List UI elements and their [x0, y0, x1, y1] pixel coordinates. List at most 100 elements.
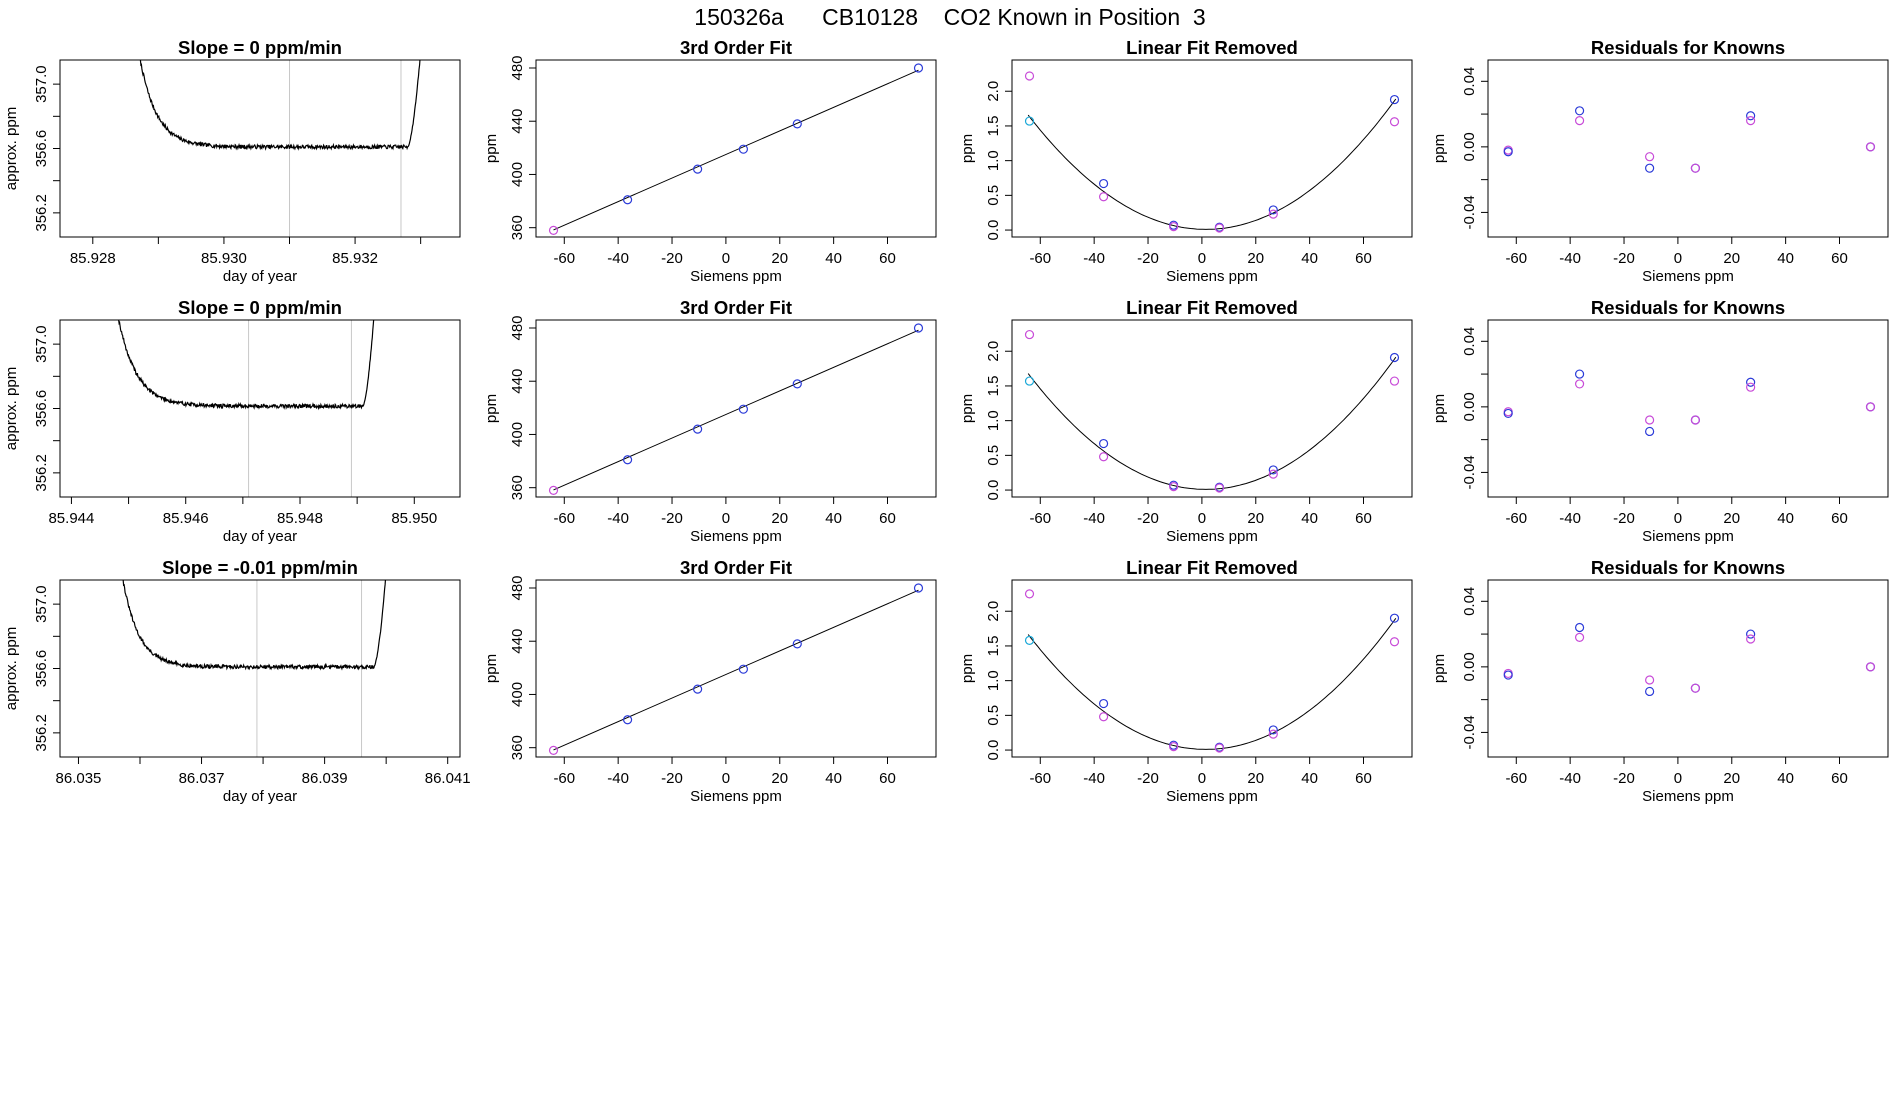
y-tick-label: 480: [509, 315, 526, 340]
x-tick-label: 0: [722, 510, 730, 527]
x-tick-label: -20: [661, 770, 683, 787]
panel-title: Residuals for Knowns: [1591, 297, 1785, 318]
plot-frame: [1487, 319, 1889, 498]
x-tick-label: -60: [553, 250, 575, 267]
y-axis-label: ppm: [1431, 134, 1448, 163]
x-tick-label: -40: [1559, 770, 1581, 787]
panel-title: Linear Fit Removed: [1126, 37, 1298, 58]
panel-curvature-row3: Linear Fit Removed -60 -40 -20 0 20 40 60 0.0 0.5…: [959, 557, 1413, 805]
x-tick-label: -20: [1137, 510, 1159, 527]
x-axis-label: day of year: [223, 268, 297, 285]
ppm-trace-line: [118, 320, 375, 411]
x-axis-label: Siemens ppm: [1166, 268, 1258, 285]
x-tick-label: 0: [1674, 510, 1682, 527]
data-point: [693, 424, 703, 434]
y-tick-label: 1.0: [985, 670, 1002, 691]
data-point: [1169, 481, 1179, 492]
data-point: [1024, 376, 1035, 386]
y-axis-label: ppm: [959, 394, 976, 423]
data-point: [1268, 469, 1278, 479]
y-tick-label: 0.04: [1461, 587, 1478, 616]
x-tick-label: 85.950: [391, 510, 437, 527]
data-point: [1865, 402, 1876, 412]
panel-timeseries-row2: Slope = 0 ppm/min 85.944 85.946 85.948 85.95…: [3, 297, 461, 545]
plot-area: [548, 63, 924, 235]
panel-curvature-row2: Linear Fit Removed -60 -40 -20 0 20 40 60 0.0 0.5…: [959, 297, 1413, 545]
fit-curve: [1027, 98, 1397, 230]
fit-curve: [1027, 356, 1397, 490]
y-tick-label: 2.0: [985, 601, 1002, 622]
data-point: [1214, 743, 1225, 753]
plot-frame: [59, 319, 461, 498]
x-tick-label: 40: [1777, 510, 1794, 527]
y-axis-label: ppm: [959, 654, 976, 683]
fit-line: [553, 589, 919, 751]
x-axis-label: Siemens ppm: [690, 528, 782, 545]
x-tick-label: -60: [1505, 510, 1527, 527]
data-point: [792, 379, 802, 389]
x-tick-label: 40: [1777, 250, 1794, 267]
y-tick-label: 356.2: [33, 194, 50, 232]
y-axis-label: approx. ppm: [3, 107, 20, 190]
y-tick-label: -0.04: [1461, 195, 1478, 229]
x-tick-label: -40: [607, 510, 629, 527]
y-tick-label: 0.5: [985, 445, 1002, 466]
y-axis-label: ppm: [959, 134, 976, 163]
y-tick-label: 357.0: [33, 325, 50, 363]
data-point: [1098, 192, 1109, 202]
x-tick-label: -20: [1613, 770, 1635, 787]
data-point: [792, 639, 802, 649]
plot-area: [548, 323, 924, 495]
data-point: [548, 225, 559, 235]
ppm-trace-line: [139, 60, 421, 151]
plot-frame: [1487, 579, 1889, 758]
data-point: [622, 455, 633, 465]
data-point: [1645, 675, 1655, 685]
panel-title: 3rd Order Fit: [680, 297, 792, 318]
data-point: [1214, 223, 1225, 233]
x-axis-label: Siemens ppm: [1642, 268, 1734, 285]
x-tick-label: 0: [1674, 770, 1682, 787]
data-point: [1389, 376, 1400, 386]
x-tick-label: -40: [1559, 250, 1581, 267]
data-point: [913, 323, 924, 333]
x-tick-label: -40: [607, 250, 629, 267]
x-tick-label: -20: [1137, 250, 1159, 267]
x-axis-label: Siemens ppm: [1642, 528, 1734, 545]
y-tick-label: 400: [509, 162, 526, 187]
data-point: [1024, 635, 1035, 645]
data-point: [1389, 352, 1400, 363]
data-point: [1574, 632, 1585, 642]
y-tick-label: 440: [509, 629, 526, 654]
y-tick-label: 1.5: [985, 376, 1002, 397]
plot-area: [122, 580, 387, 757]
data-point: [1389, 637, 1400, 647]
panel-residuals-row1: Residuals for Knowns -60 -40 -20 0 20 40 60 -0.0…: [1431, 37, 1889, 285]
data-point: [1645, 686, 1655, 697]
y-tick-label: 0.0: [985, 740, 1002, 761]
data-point: [1574, 106, 1585, 116]
data-point: [1574, 369, 1585, 379]
data-point: [1690, 163, 1701, 173]
panel-fit-row1: 3rd Order Fit -60 -40 -20 0 20 40 60 360 400 440 48…: [483, 37, 937, 285]
plot-area: [1503, 622, 1876, 697]
panel-fit-row2: 3rd Order Fit -60 -40 -20 0 20 40 60 360 400 440 48…: [483, 297, 937, 545]
data-point: [1746, 377, 1756, 387]
x-tick-label: 40: [1301, 250, 1318, 267]
x-tick-label: 20: [771, 250, 788, 267]
plot-area: [1024, 589, 1400, 753]
data-point: [1503, 408, 1513, 419]
plot-frame: [59, 579, 461, 758]
y-tick-label: 360: [509, 475, 526, 500]
data-point: [1268, 729, 1278, 739]
panel-title: Slope = 0 ppm/min: [178, 37, 342, 58]
x-tick-label: 60: [1355, 770, 1372, 787]
y-tick-label: 356.2: [33, 714, 50, 752]
x-tick-label: 85.948: [277, 510, 323, 527]
data-point: [1645, 426, 1655, 437]
y-tick-label: 356.6: [33, 390, 50, 428]
data-point: [1746, 629, 1756, 639]
data-point: [1024, 589, 1035, 599]
x-tick-label: 60: [1355, 250, 1372, 267]
